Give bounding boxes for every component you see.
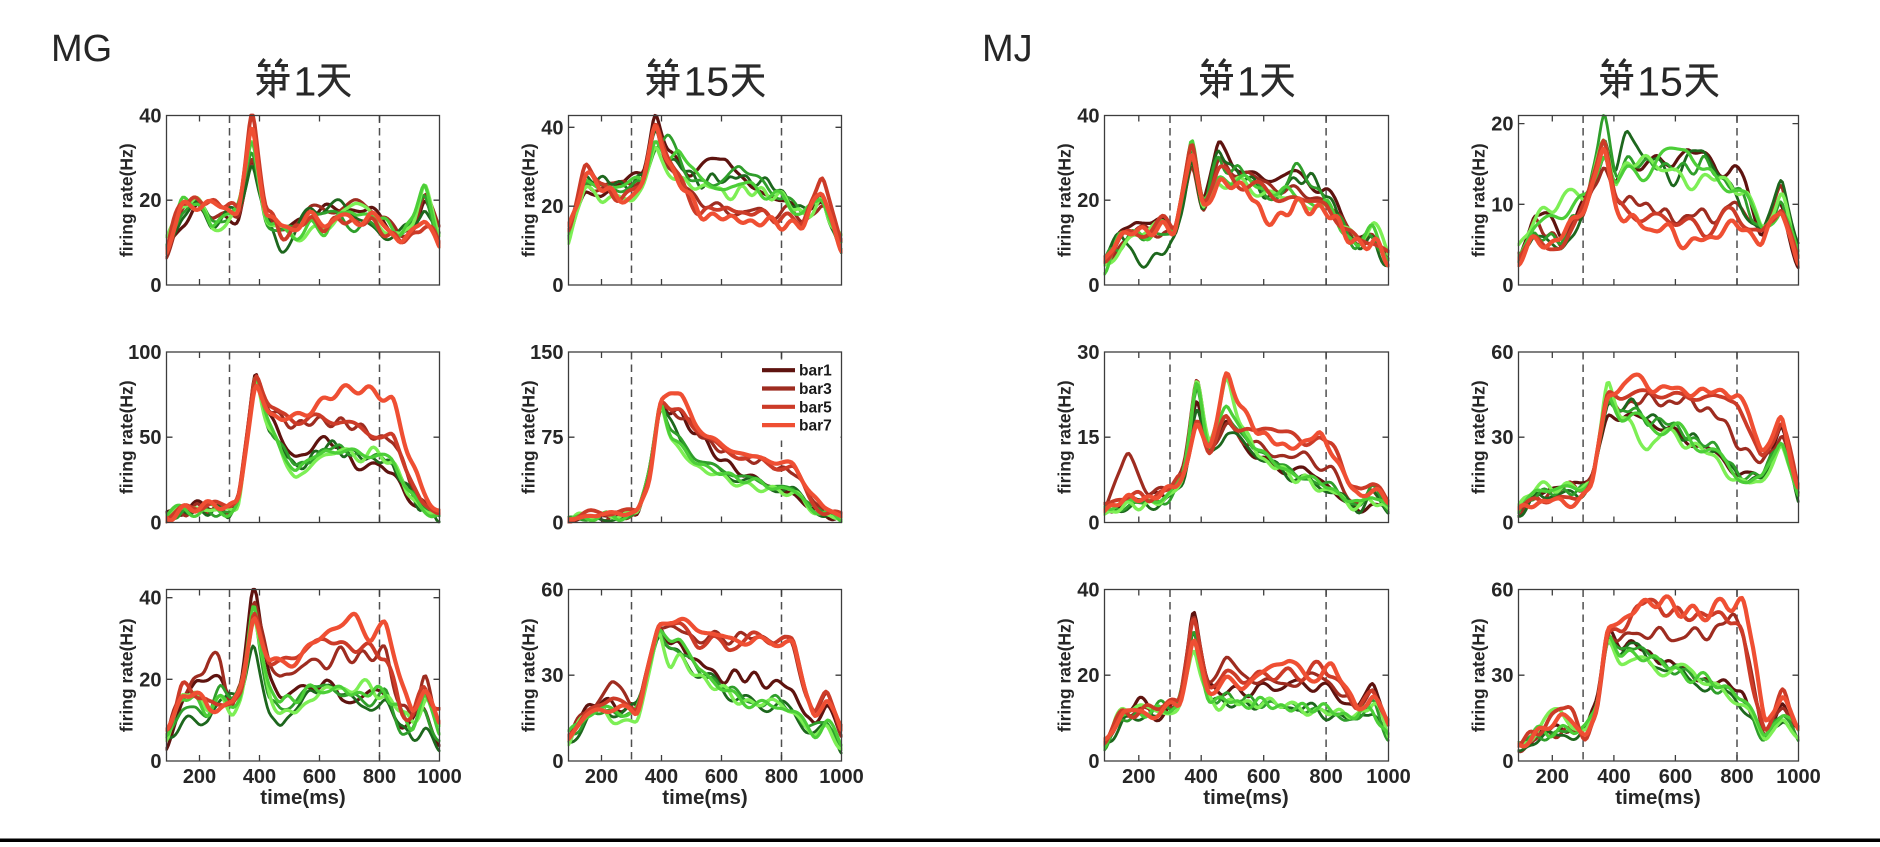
svg-text:time(ms): time(ms) (662, 786, 747, 809)
svg-text:0: 0 (1088, 275, 1099, 297)
svg-text:30: 30 (1491, 665, 1513, 687)
svg-text:time(ms): time(ms) (1203, 786, 1288, 809)
svg-text:400: 400 (1185, 766, 1218, 788)
svg-text:1000: 1000 (417, 766, 462, 788)
svg-text:15: 15 (1637, 59, 1683, 105)
svg-text:0: 0 (1502, 275, 1513, 297)
svg-text:200: 200 (183, 766, 216, 788)
svg-text:1: 1 (294, 59, 317, 105)
svg-text:150: 150 (530, 342, 563, 364)
svg-text:0: 0 (1088, 513, 1099, 535)
svg-text:firing rate(Hz): firing rate(Hz) (519, 380, 539, 494)
svg-text:800: 800 (1309, 766, 1342, 788)
svg-text:800: 800 (765, 766, 798, 788)
svg-text:bar7: bar7 (799, 418, 832, 435)
svg-text:1: 1 (1237, 59, 1260, 105)
svg-text:1000: 1000 (1366, 766, 1411, 788)
svg-text:20: 20 (139, 669, 161, 691)
svg-text:20: 20 (1077, 190, 1099, 212)
svg-text:0: 0 (552, 751, 563, 773)
svg-text:40: 40 (1077, 580, 1099, 602)
svg-text:60: 60 (1491, 580, 1513, 602)
svg-text:15: 15 (1077, 427, 1099, 449)
svg-text:firing rate(Hz): firing rate(Hz) (1055, 143, 1075, 257)
svg-text:40: 40 (1077, 106, 1099, 128)
svg-text:600: 600 (303, 766, 336, 788)
svg-text:60: 60 (541, 580, 563, 602)
svg-text:50: 50 (139, 427, 161, 449)
svg-text:200: 200 (585, 766, 618, 788)
svg-text:1000: 1000 (1776, 766, 1821, 788)
svg-text:60: 60 (1491, 342, 1513, 364)
svg-text:30: 30 (1077, 342, 1099, 364)
svg-text:bar3: bar3 (799, 381, 832, 398)
svg-text:firing rate(Hz): firing rate(Hz) (117, 143, 137, 257)
svg-text:100: 100 (128, 342, 161, 364)
svg-text:firing rate(Hz): firing rate(Hz) (519, 618, 539, 732)
svg-text:0: 0 (150, 751, 161, 773)
svg-text:400: 400 (243, 766, 276, 788)
svg-text:firing rate(Hz): firing rate(Hz) (1469, 143, 1489, 257)
svg-text:40: 40 (541, 117, 563, 139)
svg-text:firing rate(Hz): firing rate(Hz) (117, 380, 137, 494)
svg-text:0: 0 (1502, 751, 1513, 773)
svg-text:600: 600 (1659, 766, 1692, 788)
svg-text:400: 400 (1597, 766, 1630, 788)
svg-text:firing rate(Hz): firing rate(Hz) (519, 143, 539, 257)
svg-text:0: 0 (1502, 513, 1513, 535)
svg-text:time(ms): time(ms) (1615, 786, 1700, 809)
svg-text:bar5: bar5 (799, 399, 832, 416)
svg-text:20: 20 (1077, 665, 1099, 687)
svg-text:400: 400 (645, 766, 678, 788)
svg-text:time(ms): time(ms) (260, 786, 345, 809)
svg-text:MG: MG (51, 28, 112, 70)
svg-text:firing rate(Hz): firing rate(Hz) (117, 618, 137, 732)
svg-text:800: 800 (1720, 766, 1753, 788)
svg-text:bar1: bar1 (799, 363, 832, 380)
svg-text:MJ: MJ (982, 28, 1033, 70)
svg-text:0: 0 (150, 513, 161, 535)
svg-text:30: 30 (1491, 427, 1513, 449)
svg-text:600: 600 (1247, 766, 1280, 788)
svg-text:0: 0 (150, 275, 161, 297)
svg-text:20: 20 (1491, 114, 1513, 136)
svg-text:1000: 1000 (819, 766, 864, 788)
svg-text:10: 10 (1491, 194, 1513, 216)
svg-text:firing rate(Hz): firing rate(Hz) (1469, 380, 1489, 494)
svg-text:0: 0 (552, 513, 563, 535)
svg-text:firing rate(Hz): firing rate(Hz) (1055, 380, 1075, 494)
svg-text:600: 600 (705, 766, 738, 788)
svg-text:firing rate(Hz): firing rate(Hz) (1469, 618, 1489, 732)
svg-text:40: 40 (139, 588, 161, 610)
svg-text:200: 200 (1536, 766, 1569, 788)
svg-text:20: 20 (139, 190, 161, 212)
svg-text:200: 200 (1122, 766, 1155, 788)
svg-text:40: 40 (139, 106, 161, 128)
svg-text:0: 0 (1088, 751, 1099, 773)
svg-text:800: 800 (363, 766, 396, 788)
svg-text:0: 0 (552, 275, 563, 297)
svg-text:30: 30 (541, 665, 563, 687)
svg-text:firing rate(Hz): firing rate(Hz) (1055, 618, 1075, 732)
svg-text:20: 20 (541, 196, 563, 218)
svg-text:75: 75 (541, 427, 563, 449)
svg-text:15: 15 (684, 59, 730, 105)
